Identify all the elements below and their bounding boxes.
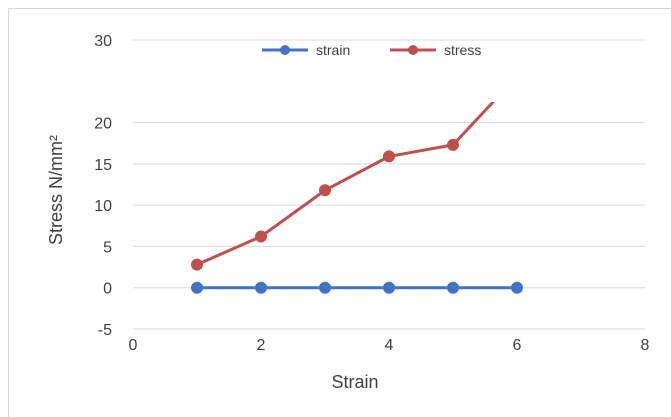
data-point — [319, 281, 331, 294]
series-line — [196, 75, 519, 266]
x-tick-label: 8 — [641, 337, 650, 354]
x-tick-label: 4 — [385, 337, 394, 354]
data-point — [191, 281, 203, 294]
chart-frame-top — [8, 8, 671, 9]
crop-band — [0, 52, 671, 102]
data-point — [383, 281, 395, 294]
x-tick-label: 0 — [129, 337, 138, 354]
data-point — [383, 150, 395, 163]
legend-label: strain — [316, 42, 350, 58]
y-tick-label: 30 — [94, 33, 112, 50]
chart-frame-left — [8, 8, 9, 417]
y-axis-title: Stress N/mm² — [46, 135, 66, 245]
data-point — [191, 258, 203, 271]
series-layer — [191, 70, 523, 294]
x-tick-labels: 0 2 4 6 8 — [129, 337, 650, 354]
x-tick-label: 2 — [257, 337, 266, 354]
y-tick-label: 15 — [94, 157, 112, 174]
legend-marker — [280, 45, 290, 55]
data-point — [255, 281, 267, 294]
series-strain — [191, 281, 523, 294]
legend-label: stress — [444, 42, 481, 58]
data-point — [255, 230, 267, 243]
y-tick-label: 10 — [94, 198, 112, 215]
y-tick-label: -5 — [98, 322, 112, 339]
legend-marker — [408, 45, 418, 55]
data-point — [447, 281, 459, 294]
legend-item-stress: stress — [390, 42, 481, 58]
data-point — [447, 138, 459, 151]
data-point — [319, 184, 331, 197]
legend: strain stress — [262, 42, 481, 58]
legend-item-strain: strain — [262, 42, 350, 58]
y-tick-label: 20 — [94, 116, 112, 133]
data-point — [511, 281, 523, 294]
x-axis-title: Strain — [331, 372, 378, 392]
y-tick-label: 0 — [103, 281, 112, 298]
x-tick-label: 6 — [513, 337, 522, 354]
y-tick-label: 5 — [103, 239, 112, 256]
